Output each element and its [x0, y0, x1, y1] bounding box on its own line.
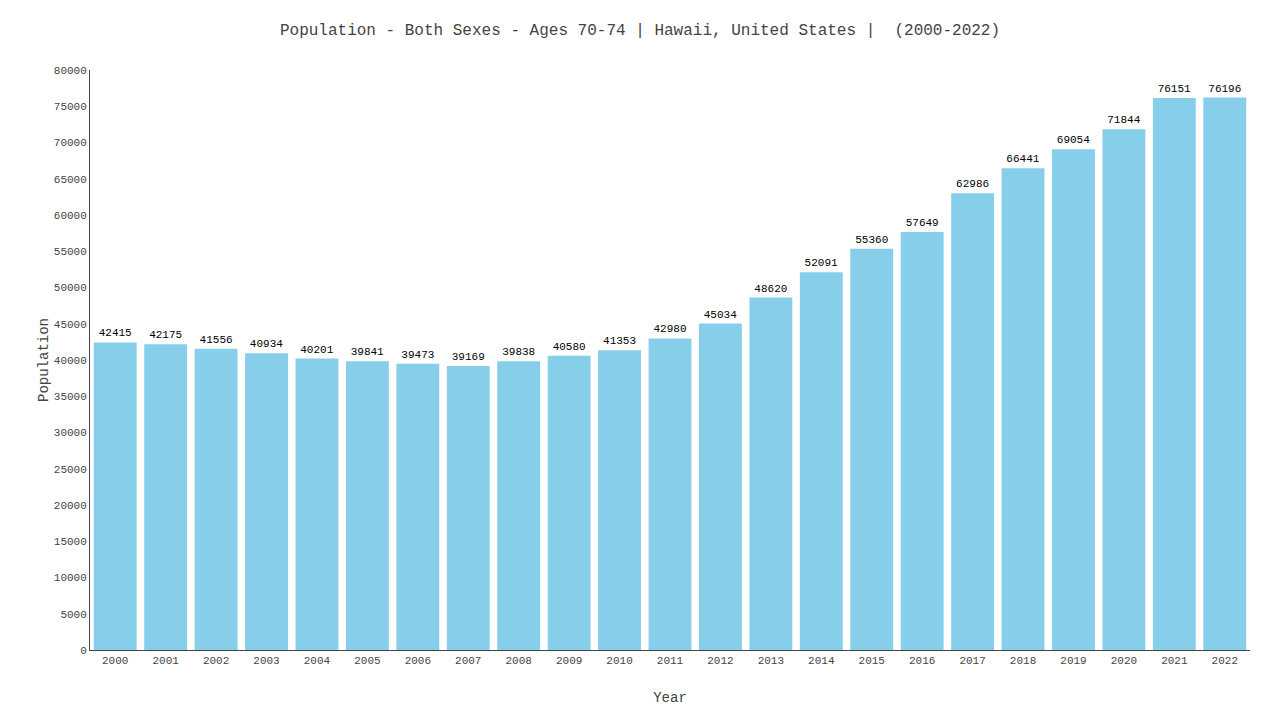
svg-text:69054: 69054 [1057, 134, 1090, 146]
svg-text:2015: 2015 [859, 655, 885, 667]
svg-text:57649: 57649 [906, 217, 939, 229]
svg-text:15000: 15000 [54, 536, 87, 548]
svg-text:42980: 42980 [653, 323, 686, 335]
svg-text:76151: 76151 [1158, 83, 1191, 95]
svg-text:70000: 70000 [54, 137, 87, 149]
svg-text:42175: 42175 [149, 329, 182, 341]
svg-text:2022: 2022 [1212, 655, 1238, 667]
svg-text:2012: 2012 [707, 655, 733, 667]
svg-text:2005: 2005 [354, 655, 380, 667]
svg-text:2019: 2019 [1060, 655, 1086, 667]
svg-text:45000: 45000 [54, 319, 87, 331]
svg-text:40580: 40580 [553, 341, 586, 353]
svg-text:48620: 48620 [754, 283, 787, 295]
svg-text:50000: 50000 [54, 282, 87, 294]
svg-text:42415: 42415 [99, 327, 132, 339]
svg-text:2018: 2018 [1010, 655, 1036, 667]
svg-text:40934: 40934 [250, 338, 283, 350]
svg-text:2003: 2003 [253, 655, 279, 667]
svg-text:2001: 2001 [152, 655, 179, 667]
svg-text:2020: 2020 [1111, 655, 1137, 667]
svg-text:2002: 2002 [203, 655, 229, 667]
svg-text:39838: 39838 [502, 346, 535, 358]
svg-text:2017: 2017 [959, 655, 985, 667]
svg-text:45034: 45034 [704, 309, 737, 321]
svg-text:2010: 2010 [606, 655, 632, 667]
svg-text:55000: 55000 [54, 246, 87, 258]
svg-text:62986: 62986 [956, 178, 989, 190]
svg-text:2013: 2013 [758, 655, 784, 667]
svg-text:10000: 10000 [54, 572, 87, 584]
svg-text:2007: 2007 [455, 655, 481, 667]
svg-text:60000: 60000 [54, 210, 87, 222]
svg-text:0: 0 [80, 645, 87, 657]
svg-text:2014: 2014 [808, 655, 835, 667]
svg-text:41353: 41353 [603, 335, 636, 347]
svg-text:52091: 52091 [805, 257, 838, 269]
svg-text:25000: 25000 [54, 464, 87, 476]
svg-text:71844: 71844 [1107, 114, 1140, 126]
svg-text:Year: Year [653, 690, 687, 706]
svg-text:2004: 2004 [304, 655, 331, 667]
svg-text:30000: 30000 [54, 427, 87, 439]
svg-text:39473: 39473 [401, 349, 434, 361]
svg-text:76196: 76196 [1208, 83, 1241, 95]
svg-text:2021: 2021 [1161, 655, 1188, 667]
svg-text:Population: Population [36, 318, 52, 402]
svg-text:2009: 2009 [556, 655, 582, 667]
svg-text:80000: 80000 [54, 65, 87, 77]
svg-text:20000: 20000 [54, 500, 87, 512]
svg-text:2016: 2016 [909, 655, 935, 667]
svg-text:75000: 75000 [54, 101, 87, 113]
svg-text:2008: 2008 [505, 655, 531, 667]
svg-text:55360: 55360 [855, 234, 888, 246]
svg-text:65000: 65000 [54, 174, 87, 186]
svg-text:66441: 66441 [1006, 153, 1039, 165]
svg-text:39841: 39841 [351, 346, 384, 358]
svg-text:2006: 2006 [405, 655, 431, 667]
svg-text:2011: 2011 [657, 655, 684, 667]
svg-text:41556: 41556 [200, 334, 233, 346]
svg-text:39169: 39169 [452, 351, 485, 363]
svg-text:35000: 35000 [54, 391, 87, 403]
svg-text:40000: 40000 [54, 355, 87, 367]
svg-text:40201: 40201 [300, 344, 333, 356]
svg-text:5000: 5000 [60, 609, 86, 621]
svg-text:Population - Both Sexes - Ages: Population - Both Sexes - Ages 70-74 | H… [280, 22, 1000, 40]
svg-text:2000: 2000 [102, 655, 128, 667]
